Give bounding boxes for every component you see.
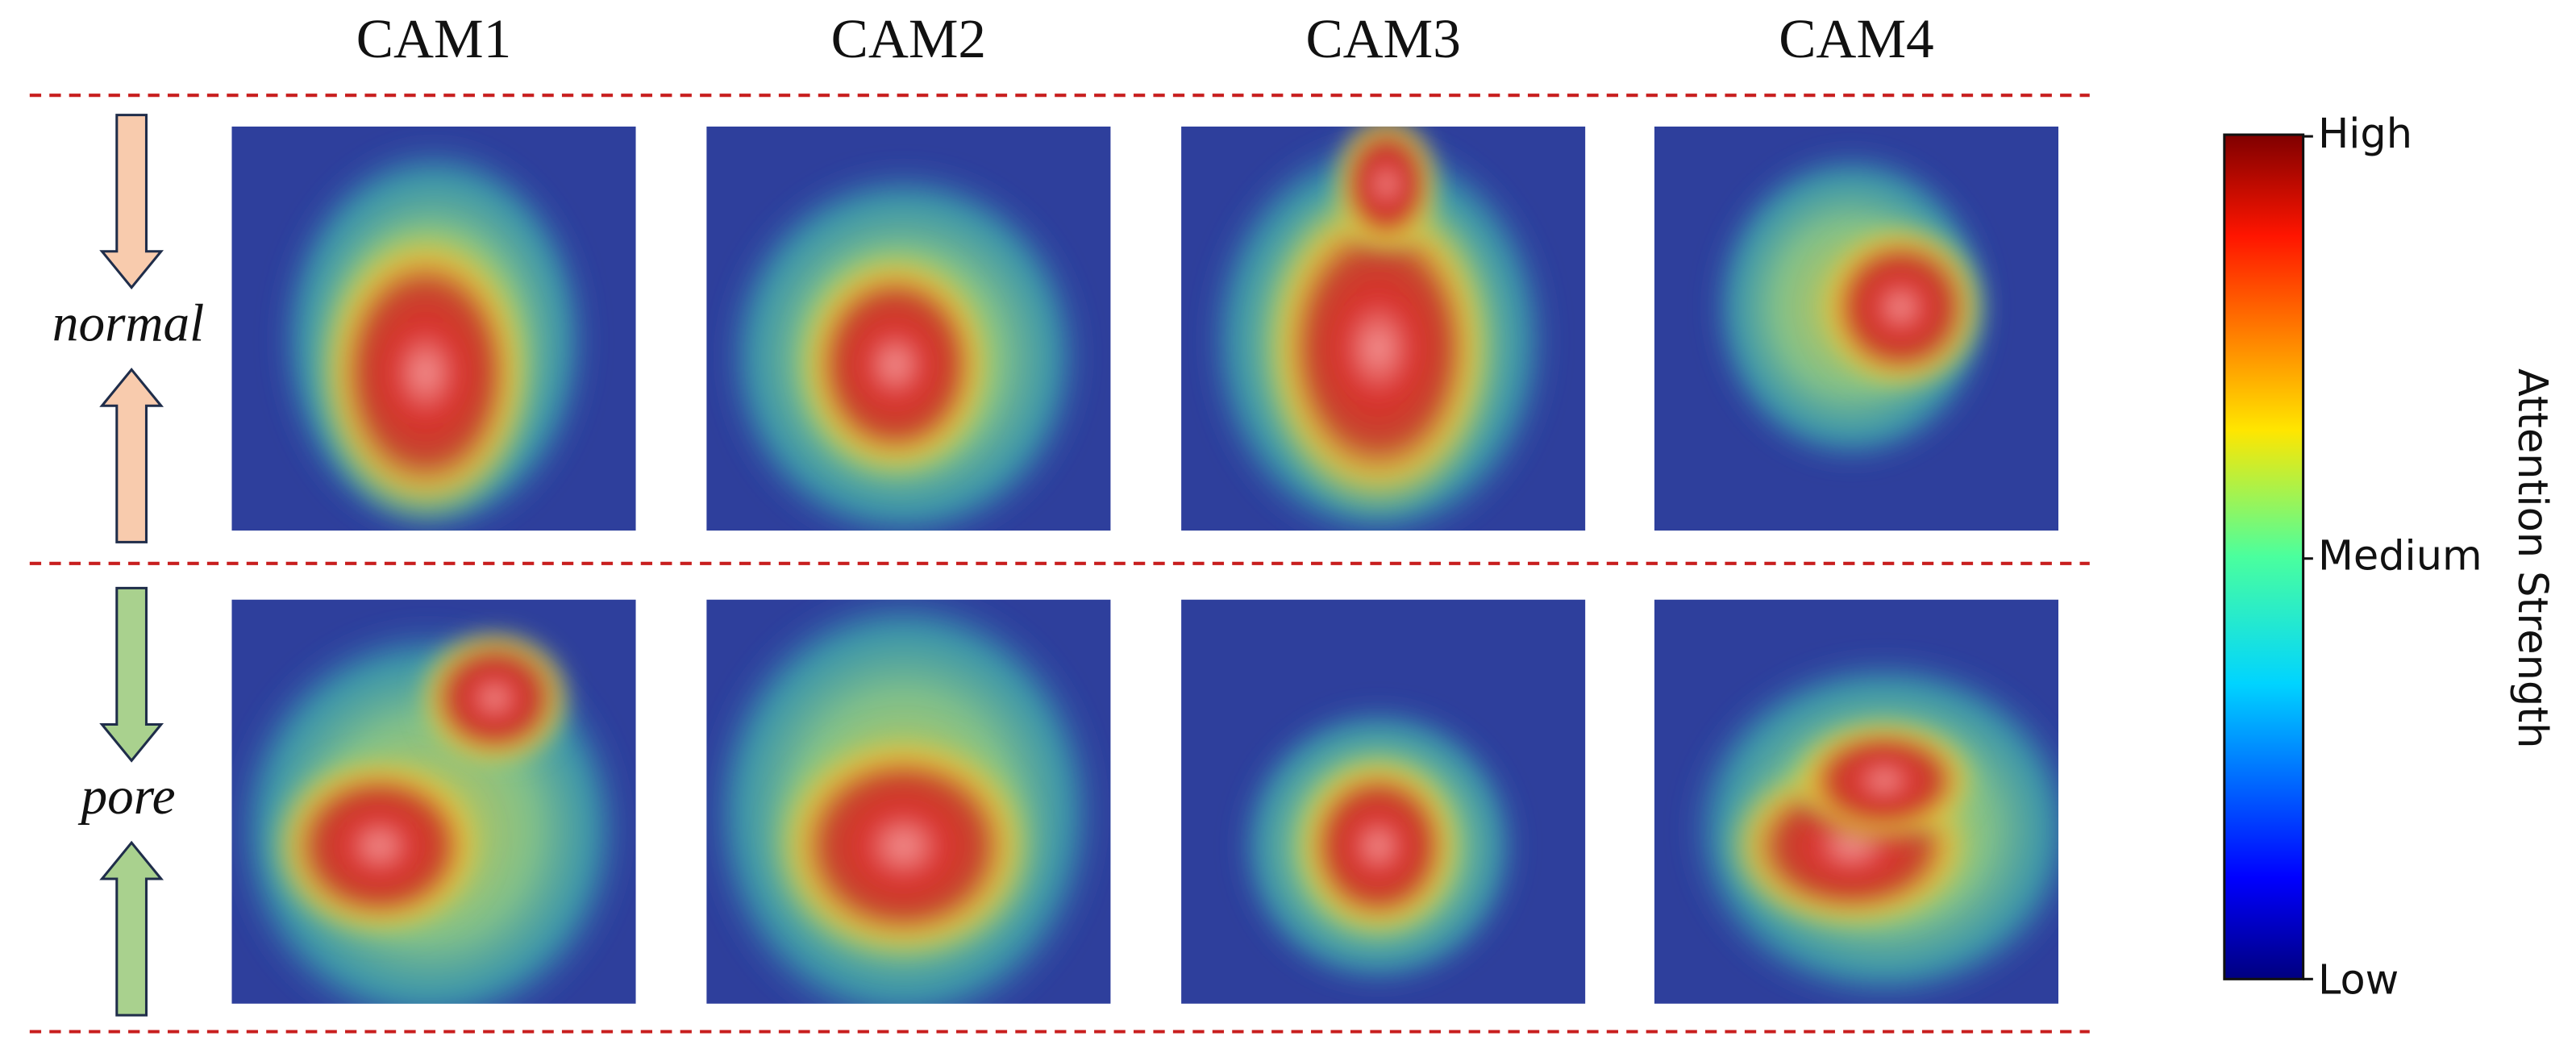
row-label: pore [78, 768, 176, 826]
colorbar-tick-label: High [2318, 110, 2412, 158]
column-header: CAM1 [356, 7, 511, 69]
attention-blob [1810, 216, 1991, 398]
colorbar [2223, 133, 2305, 980]
attention-blob [310, 216, 541, 530]
heatmap-image [231, 126, 636, 531]
arrow [99, 840, 164, 1017]
colorbar-tick-label: Medium [2318, 533, 2482, 581]
attention-blob [1329, 126, 1445, 258]
attention-blob [264, 747, 495, 945]
heatmap-image [706, 126, 1111, 531]
heatmap-image [231, 599, 636, 1004]
row-label: normal [52, 294, 204, 352]
heatmap-image [1181, 599, 1586, 1004]
colorbar-tick-label: Low [2318, 956, 2399, 1004]
attention-blob [764, 722, 1043, 970]
attention-blob [1288, 747, 1469, 945]
attention-blob [1785, 714, 1983, 847]
column-header: CAM3 [1305, 7, 1460, 69]
heatmap-image [1654, 599, 2059, 1004]
column-header: CAM4 [1779, 7, 1933, 69]
attention-blob [412, 624, 577, 772]
heatmap-image [706, 599, 1111, 1004]
column-header: CAM2 [831, 7, 986, 69]
attention-blob [789, 241, 1002, 489]
heatmap-image [1181, 126, 1586, 531]
heatmap-image [1654, 126, 2059, 531]
arrow [99, 586, 164, 763]
separators [29, 94, 2090, 1034]
colorbar-label: Attention Strength [2508, 368, 2556, 748]
attention-blob [1255, 176, 1502, 521]
arrow [99, 368, 164, 543]
arrow [99, 114, 164, 289]
